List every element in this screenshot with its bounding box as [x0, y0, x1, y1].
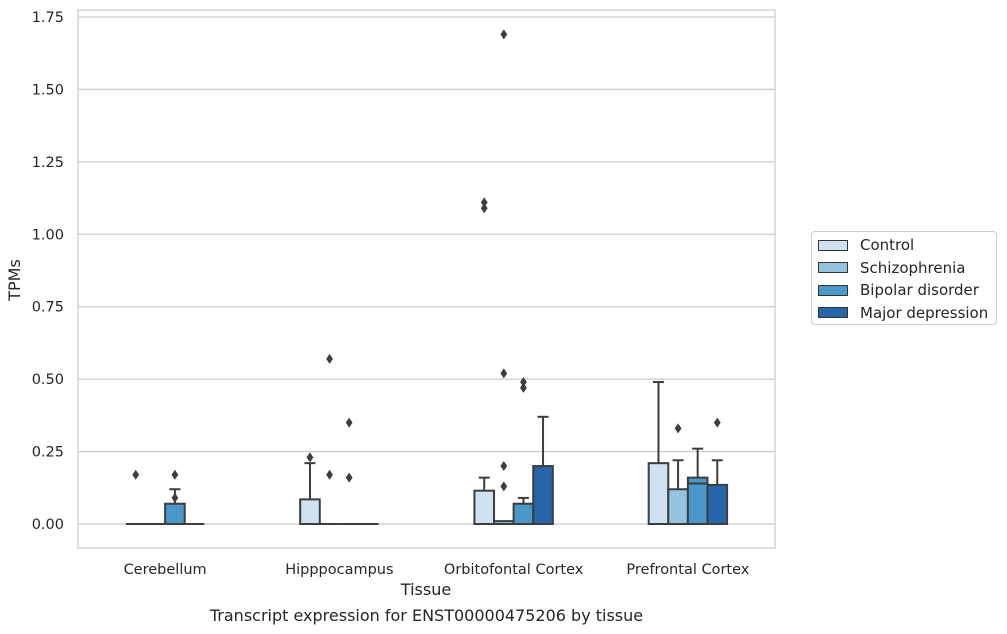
y-axis-label: TPMs [5, 259, 24, 302]
outlier-point [500, 29, 508, 40]
box-control [473, 197, 496, 526]
gridlines [78, 16, 775, 525]
legend-label: Major depression [860, 303, 989, 322]
x-tick-label: Cerebellum [124, 562, 207, 578]
box-body [164, 502, 186, 526]
box-body [706, 483, 729, 526]
box-control [125, 469, 146, 525]
legend-swatch [818, 307, 848, 318]
box-body [532, 465, 554, 525]
plot-frame [77, 9, 776, 549]
box-control [299, 452, 321, 526]
y-tick-label: 0.25 [32, 445, 64, 461]
x-tick-label: Hipppocampus [285, 562, 393, 578]
box-schizophrenia [493, 29, 515, 525]
y-tick-label: 0.00 [32, 517, 64, 533]
box-body [686, 476, 709, 526]
y-tick-label: 0.75 [32, 300, 64, 316]
outlier-point [306, 452, 314, 463]
legend-item: Bipolar disorder [818, 280, 979, 300]
legend-swatch [818, 284, 848, 296]
outlier-point [345, 472, 353, 483]
y-tick-label: 1.25 [32, 155, 64, 171]
box-body [647, 462, 670, 526]
legend-swatch [818, 239, 848, 251]
box-body [667, 488, 689, 525]
y-tick-labels: 0.00 0.25 0.50 0.75 1.00 1.25 1.50 1.75 [32, 10, 64, 533]
outlier-point [480, 197, 488, 208]
legend-swatch [818, 262, 848, 273]
box-body [299, 498, 321, 526]
box-body [512, 502, 535, 526]
box-bipolar-disorder [686, 447, 709, 526]
box-schizophrenia [319, 353, 340, 525]
legend: Control Schizophrenia Bipolar disorder Majo… [811, 231, 997, 325]
box-schizophrenia [667, 423, 689, 525]
box-major-depression [706, 417, 729, 526]
box-bipolar-disorder [339, 417, 359, 525]
legend-label: Schizophrenia [860, 258, 966, 277]
outlier-point [326, 469, 333, 480]
chart-caption: Transcript expression for ENST0000047520… [209, 606, 644, 625]
legend-label: Bipolar disorder [860, 281, 979, 299]
outlier-point [171, 469, 179, 480]
outlier-point [171, 492, 179, 503]
outlier-point [520, 382, 527, 393]
y-tick-label: 1.50 [32, 82, 64, 98]
x-tick-label: Orbitofontal Cortex [444, 562, 584, 578]
legend-item: Control [818, 235, 914, 255]
y-tick-label: 1.00 [32, 227, 64, 243]
box-bipolar-disorder [164, 469, 186, 526]
x-tick-label: Prefrontal Cortex [626, 562, 749, 578]
box-body [473, 489, 496, 526]
outlier-point [345, 417, 353, 428]
x-tick-labels: Cerebellum Hipppocampus Orbitofontal Corte… [124, 562, 750, 578]
outlier-point [326, 353, 333, 364]
legend-label: Control [860, 236, 915, 254]
outlier-point [713, 417, 721, 428]
box-control [647, 381, 670, 526]
outlier-point [480, 203, 488, 214]
boxes-layer [125, 29, 729, 526]
y-tick-label: 1.75 [32, 10, 64, 26]
box-bipolar-disorder [512, 377, 535, 526]
outlier-point [520, 377, 527, 388]
outlier-point [674, 423, 682, 434]
legend-item: Major depression [818, 303, 988, 323]
outlier-point [500, 481, 508, 492]
outlier-point [500, 368, 508, 379]
y-tick-label: 0.50 [32, 372, 64, 388]
legend-item: Schizophrenia [818, 258, 965, 278]
outlier-point [500, 461, 508, 472]
x-axis-label: Tissue [400, 580, 451, 599]
box-major-depression [532, 415, 554, 525]
outlier-point [132, 469, 140, 480]
